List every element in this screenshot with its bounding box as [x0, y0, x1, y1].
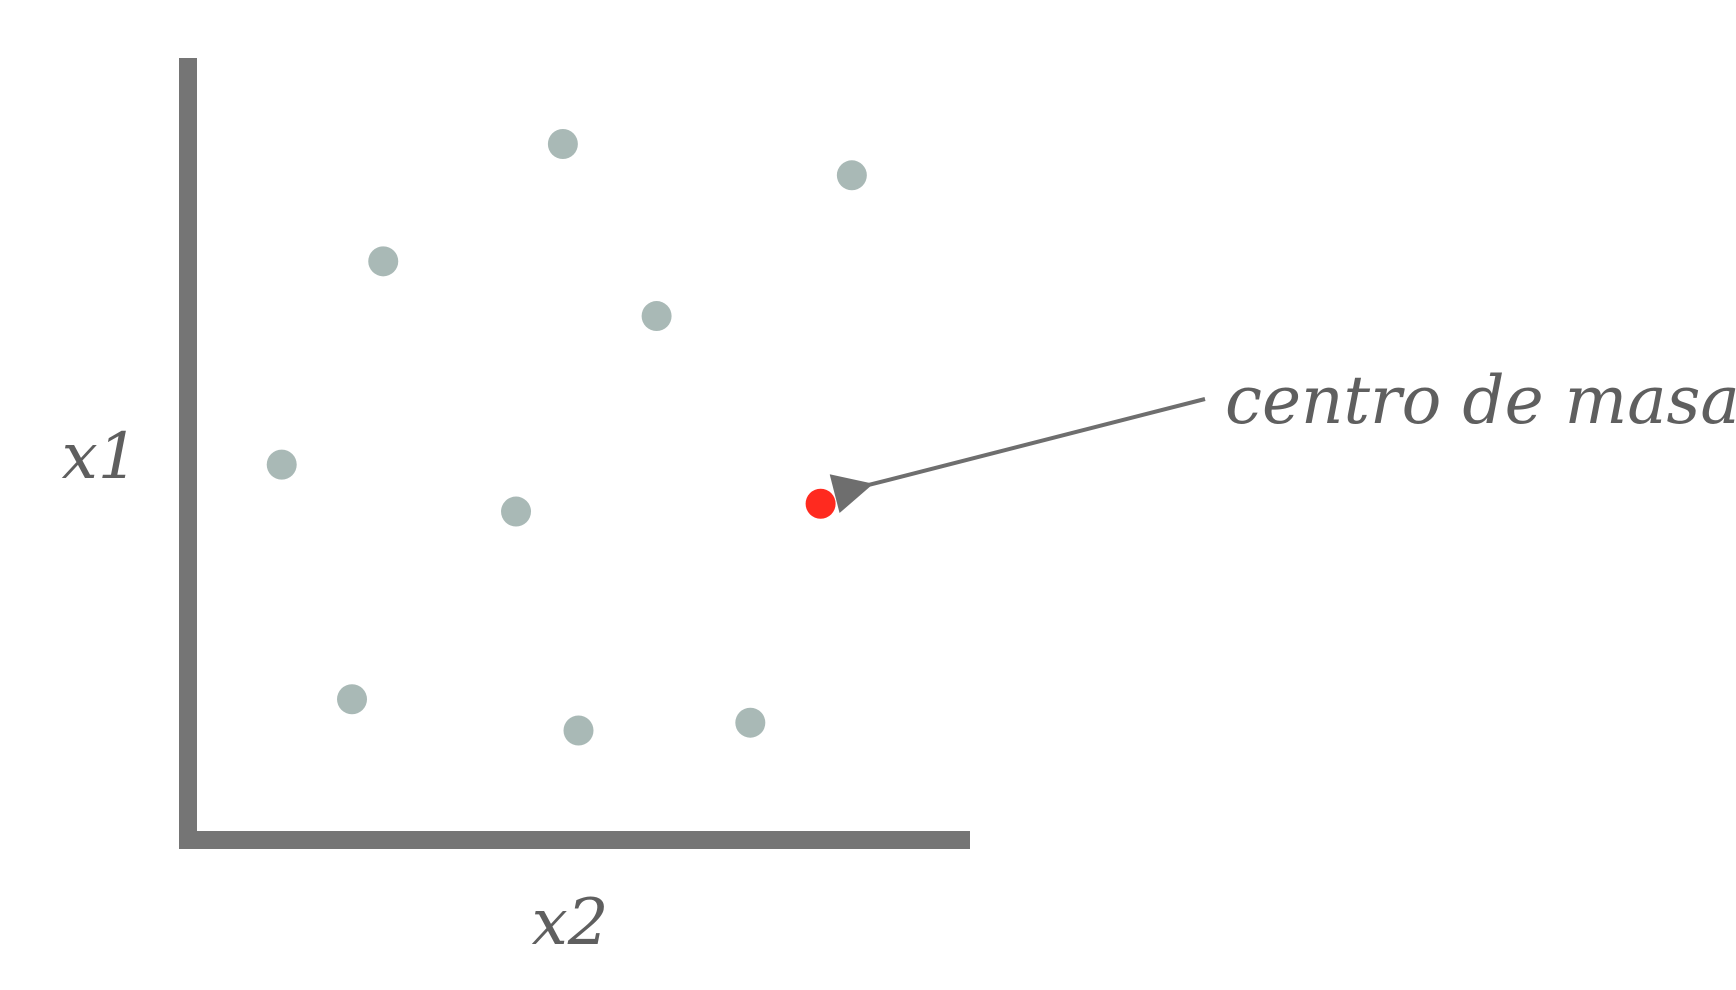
annotation-label: centro de masas — [1225, 362, 1736, 439]
data-point — [836, 160, 867, 191]
data-point — [641, 301, 672, 332]
data-point — [368, 246, 399, 277]
x-axis-label: x2 — [532, 886, 609, 960]
data-point — [563, 715, 594, 746]
data-points — [266, 129, 867, 746]
axes — [179, 58, 970, 849]
annotation: centro de masas — [829, 362, 1736, 514]
data-point — [337, 684, 368, 715]
annotation-arrow — [829, 397, 1206, 514]
data-point — [501, 496, 532, 527]
y-axis-label: x1 — [62, 420, 139, 494]
data-point — [547, 129, 578, 160]
data-point — [266, 449, 297, 480]
center-of-mass-point — [805, 488, 836, 519]
data-point — [735, 707, 766, 738]
